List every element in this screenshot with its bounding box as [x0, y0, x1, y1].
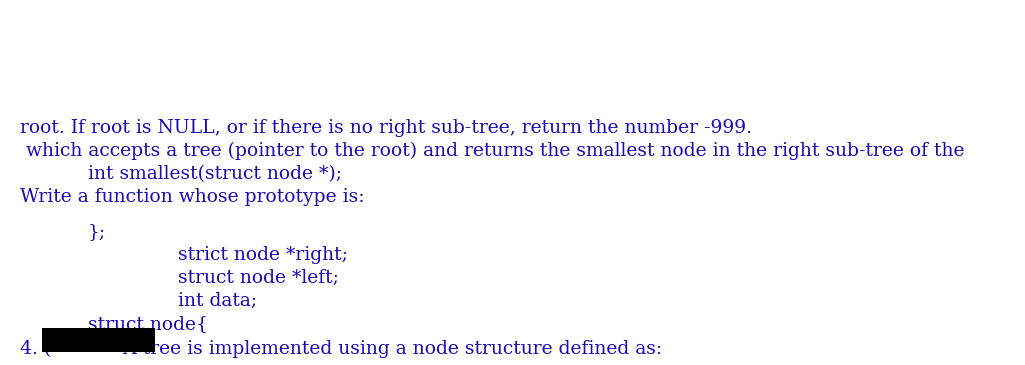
- Text: int data;: int data;: [178, 292, 257, 310]
- Text: root. If root is NULL, or if there is no right sub-tree, return the number -999.: root. If root is NULL, or if there is no…: [20, 119, 752, 137]
- Text: 4. (            A tree is implemented using a node structure defined as:: 4. ( A tree is implemented using a node …: [20, 340, 662, 358]
- Text: which accepts a tree (pointer to the root) and returns the smallest node in the : which accepts a tree (pointer to the roo…: [20, 142, 965, 160]
- Text: strict node *right;: strict node *right;: [178, 246, 347, 264]
- Text: Write a function whose prototype is:: Write a function whose prototype is:: [20, 188, 365, 206]
- Text: struct node{: struct node{: [88, 315, 208, 333]
- Bar: [42, 328, 155, 352]
- Text: int smallest(struct node *);: int smallest(struct node *);: [88, 165, 342, 183]
- Text: };: };: [88, 223, 107, 241]
- Text: struct node *left;: struct node *left;: [178, 269, 339, 287]
